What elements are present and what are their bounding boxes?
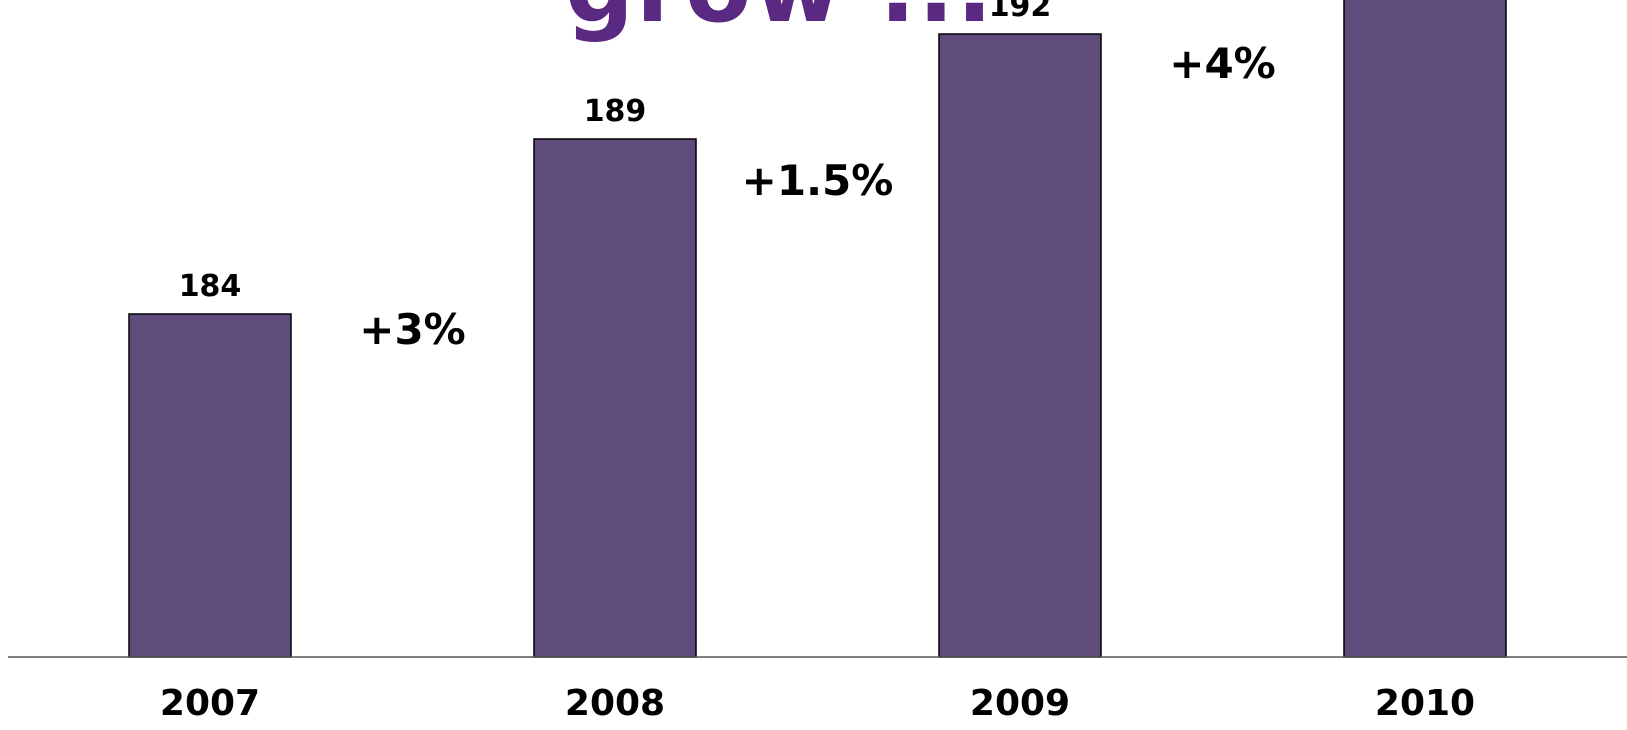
growth-annotation-3: +4% [1169, 39, 1276, 88]
bar-2010 [1343, 0, 1507, 658]
bar-2008 [533, 138, 697, 658]
x-tick-label-2007: 2007 [160, 683, 260, 724]
labels-layer: 1842007189200819220092002010+3%+1.5%+4% [160, 0, 1475, 724]
x-tick-label-2009: 2009 [970, 683, 1070, 724]
x-tick-label-2010: 2010 [1375, 683, 1475, 724]
data-label-2007: 184 [179, 269, 242, 304]
data-label-2009: 192 [989, 0, 1052, 24]
data-label-2008: 189 [584, 94, 647, 129]
growth-annotation-2: +1.5% [742, 156, 894, 205]
page-title: grow ... [0, 0, 1560, 38]
bar-2009 [938, 33, 1102, 658]
x-tick-label-2008: 2008 [565, 683, 665, 724]
bar-2007 [128, 313, 292, 658]
growth-annotation-1: +3% [359, 305, 466, 354]
bars-layer [128, 0, 1507, 658]
